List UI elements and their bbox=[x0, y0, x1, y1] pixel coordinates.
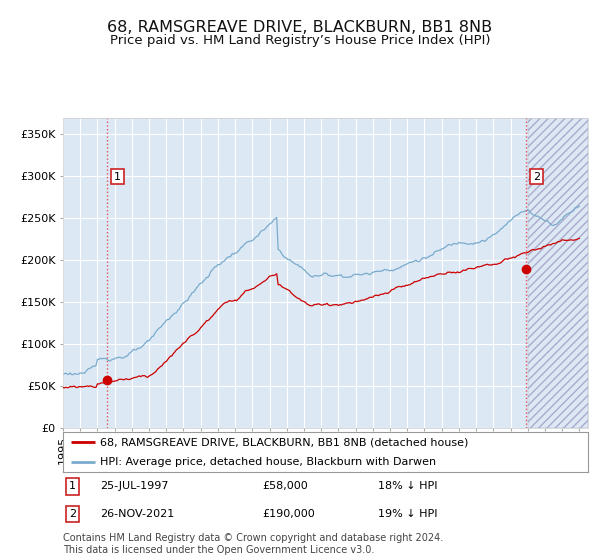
Text: 68, RAMSGREAVE DRIVE, BLACKBURN, BB1 8NB: 68, RAMSGREAVE DRIVE, BLACKBURN, BB1 8NB bbox=[107, 20, 493, 35]
Text: Price paid vs. HM Land Registry’s House Price Index (HPI): Price paid vs. HM Land Registry’s House … bbox=[110, 34, 490, 46]
Text: 1: 1 bbox=[114, 172, 121, 181]
Bar bbox=[528, 118, 588, 428]
Text: 26-NOV-2021: 26-NOV-2021 bbox=[100, 509, 174, 519]
Text: Contains HM Land Registry data © Crown copyright and database right 2024.
This d: Contains HM Land Registry data © Crown c… bbox=[63, 533, 443, 555]
Text: 1: 1 bbox=[69, 482, 76, 491]
Text: 2: 2 bbox=[69, 509, 76, 519]
Text: 19% ↓ HPI: 19% ↓ HPI bbox=[378, 509, 437, 519]
Text: 18% ↓ HPI: 18% ↓ HPI bbox=[378, 482, 437, 491]
Text: £58,000: £58,000 bbox=[263, 482, 308, 491]
Text: 68, RAMSGREAVE DRIVE, BLACKBURN, BB1 8NB (detached house): 68, RAMSGREAVE DRIVE, BLACKBURN, BB1 8NB… bbox=[100, 437, 468, 447]
Text: 2: 2 bbox=[533, 172, 540, 181]
Text: 25-JUL-1997: 25-JUL-1997 bbox=[100, 482, 168, 491]
Text: £190,000: £190,000 bbox=[263, 509, 315, 519]
Text: HPI: Average price, detached house, Blackburn with Darwen: HPI: Average price, detached house, Blac… bbox=[100, 457, 436, 466]
